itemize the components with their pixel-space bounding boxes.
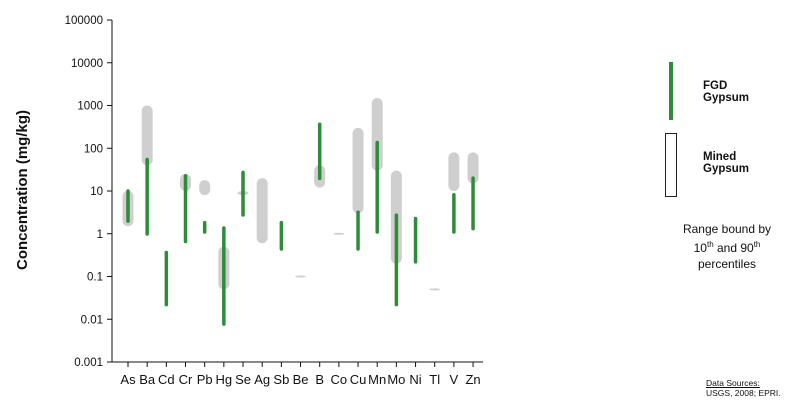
- mined-range-co: [333, 232, 345, 235]
- fgd-range-cd: [164, 250, 169, 307]
- legend-fgd-label: FGD Gypsum: [703, 80, 750, 104]
- mined-range-mn: [371, 97, 383, 171]
- mined-range-zn: [467, 152, 479, 184]
- y-tick-label: 10: [90, 186, 103, 198]
- fgd-range-cu: [356, 210, 360, 251]
- x-tick-label: Mn: [368, 372, 386, 387]
- x-tick-label: Tl: [429, 372, 440, 387]
- x-tick-label: V: [450, 372, 459, 387]
- mined-gypsum-ranges: [122, 97, 479, 291]
- mined-range-tl: [429, 288, 441, 291]
- fgd-range-se: [241, 170, 245, 217]
- y-tick-label: 1000: [77, 101, 103, 113]
- fgd-range-as: [126, 189, 130, 223]
- x-tick-label: Cr: [179, 372, 193, 387]
- mined-range-ag: [256, 178, 268, 244]
- x-tick-label: Zn: [465, 372, 480, 387]
- range-note-and90: and 90: [713, 241, 754, 255]
- mined-range-pb: [199, 180, 211, 196]
- fgd-range-v: [452, 192, 456, 234]
- x-tick-label: Se: [235, 372, 251, 387]
- fgd-range-mn: [375, 140, 379, 234]
- fgd-range-mo: [394, 213, 399, 307]
- y-tick-label: 100000: [65, 15, 103, 27]
- x-tick-label: Ba: [139, 372, 156, 387]
- y-tick-label: 10000: [71, 58, 103, 70]
- data-sources-heading: Data Sources:: [706, 378, 760, 388]
- x-tick-label: Mo: [387, 372, 405, 387]
- y-axis-title: Concentration (mg/kg): [14, 110, 31, 270]
- x-tick-label: Pb: [197, 372, 213, 387]
- y-tick-label: 100: [84, 143, 103, 155]
- fgd-range-ba: [145, 157, 149, 236]
- y-tick-label: 0.1: [87, 272, 103, 284]
- y-axis-ticks: [107, 19, 474, 367]
- fgd-range-sb: [279, 220, 284, 251]
- legend-mined-label: Mined Gypsum: [703, 151, 750, 175]
- mined-range-ba: [141, 105, 153, 166]
- x-tick-label: Ni: [409, 372, 421, 387]
- data-sources-text: USGS, 2008; EPRI.: [706, 388, 781, 398]
- data-sources: Data Sources: USGS, 2008; EPRI.: [706, 378, 781, 398]
- fgd-range-zn: [471, 176, 475, 231]
- fgd-range-cr: [183, 173, 188, 244]
- mined-range-cu: [352, 127, 364, 214]
- range-note-line3: percentiles: [697, 257, 757, 271]
- x-tick-label: Cu: [350, 372, 367, 387]
- range-note-th2: th: [753, 240, 761, 249]
- x-tick-label: As: [120, 372, 136, 387]
- x-tick-label: Cd: [158, 372, 175, 387]
- y-tick-label: 0.01: [81, 314, 103, 326]
- x-tick-label: Be: [293, 372, 309, 387]
- mined-range-be: [295, 275, 307, 278]
- mined-range-v: [448, 152, 460, 191]
- legend-mined-swatch: [665, 133, 677, 197]
- range-note-th1: th: [706, 240, 714, 249]
- range-note: Range bound by 10th and 90th percentiles: [662, 221, 792, 272]
- fgd-gypsum-ranges: [126, 122, 475, 326]
- range-note-line2: 10th and 90th: [662, 237, 792, 256]
- legend-fgd-swatch: [669, 62, 673, 120]
- fgd-range-ni: [413, 216, 418, 264]
- x-tick-label: Hg: [216, 372, 233, 387]
- range-note-10: 10: [693, 241, 707, 255]
- x-tick-label: B: [315, 372, 324, 387]
- y-axis-tick-labels: 100000 10000 1000 100 10 1 0.1 0.01 0.001: [65, 15, 103, 369]
- fgd-range-b: [317, 122, 322, 181]
- x-tick-label: Co: [331, 372, 348, 387]
- fgd-range-hg: [222, 226, 226, 326]
- fgd-range-pb: [202, 220, 207, 234]
- y-tick-label: 1: [97, 229, 103, 241]
- x-tick-label: Ag: [254, 372, 270, 387]
- y-tick-label: 0.001: [74, 357, 103, 369]
- x-axis-category-labels: As Ba Cd Cr Pb Hg Se Ag Sb Be B Co Cu Mn Mo Ni Tl V Zn: [120, 372, 480, 387]
- x-tick-label: Sb: [273, 372, 289, 387]
- range-note-line1: Range bound by: [682, 222, 772, 236]
